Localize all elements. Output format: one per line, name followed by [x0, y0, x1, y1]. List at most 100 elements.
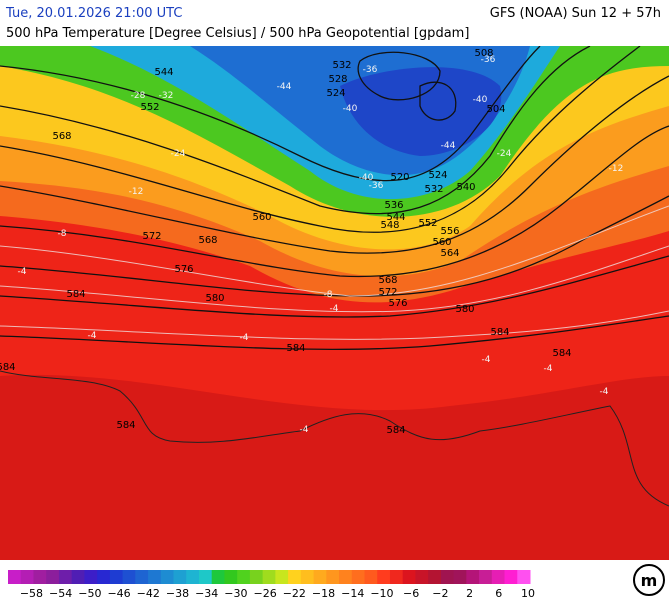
height-label: 576 — [174, 264, 193, 275]
subtitle: 500 hPa Temperature [Degree Celsius] / 5… — [6, 26, 470, 41]
height-label: 544 — [154, 67, 173, 78]
color-swatch — [491, 570, 506, 584]
color-swatch — [351, 570, 365, 584]
temperature-label: -40 — [473, 95, 488, 105]
color-swatch — [326, 570, 340, 584]
colorbar-label: −22 — [283, 587, 306, 600]
temperature-label: -44 — [441, 141, 456, 151]
color-swatch — [71, 570, 85, 584]
model-run: GFS (NOAA) Sun 12 + 57h — [489, 6, 661, 21]
valid-time: Tue, 20.01.2026 21:00 UTC — [6, 6, 183, 21]
height-label: 532 — [424, 184, 443, 195]
temperature-label: -12 — [129, 187, 144, 197]
height-label: 568 — [52, 131, 71, 142]
color-swatch — [389, 570, 404, 584]
height-label: 560 — [432, 237, 451, 248]
color-swatch — [173, 570, 187, 584]
height-contours — [0, 46, 669, 351]
temperature-label: -4 — [330, 304, 339, 314]
height-label: 524 — [326, 88, 345, 99]
color-swatch — [148, 570, 162, 584]
temperature-label: -4 — [300, 425, 309, 435]
color-swatch — [402, 570, 416, 584]
coastline — [0, 370, 669, 507]
colorbar-label: −34 — [195, 587, 218, 600]
band-dark-blue — [340, 67, 502, 156]
temperature-label: -40 — [343, 104, 358, 114]
colorbar-label: −38 — [166, 587, 189, 600]
height-label: 528 — [328, 74, 347, 85]
colorbar-label: −46 — [107, 587, 130, 600]
color-swatch — [46, 570, 60, 584]
color-swatch — [224, 570, 238, 584]
height-label: 556 — [440, 226, 459, 237]
color-swatch — [186, 570, 200, 584]
temperature-label: -4 — [544, 364, 553, 374]
color-swatch — [249, 570, 264, 584]
color-swatch — [466, 570, 480, 584]
temperature-label: -12 — [609, 164, 624, 174]
color-swatch — [237, 570, 251, 584]
colorbar-label: 2 — [466, 587, 473, 600]
color-swatch — [428, 570, 442, 584]
logo-mark: m — [641, 571, 658, 590]
height-label: 568 — [378, 275, 397, 286]
temperature-label: -24 — [171, 149, 186, 159]
color-swatch — [479, 570, 493, 584]
colorbar-label: 6 — [495, 587, 502, 600]
color-swatch — [453, 570, 467, 584]
temperature-contours — [0, 205, 669, 340]
color-swatch — [262, 570, 276, 584]
color-swatch — [377, 570, 391, 584]
temperature-label: -4 — [600, 387, 609, 397]
height-label: 536 — [384, 200, 403, 211]
color-swatch — [313, 570, 327, 584]
color-swatch — [288, 570, 302, 584]
temperature-label: -40 — [359, 173, 374, 183]
height-label: 584 — [386, 425, 405, 436]
temperature-label: -44 — [277, 82, 292, 92]
color-swatch — [300, 570, 315, 584]
height-label: 580 — [205, 293, 224, 304]
height-label: 552 — [140, 102, 159, 113]
color-swatch — [58, 570, 73, 584]
color-swatch — [33, 570, 47, 584]
color-swatch — [198, 570, 213, 584]
color-swatch — [211, 570, 225, 584]
height-label: 532 — [332, 60, 351, 71]
color-swatch — [135, 570, 149, 584]
color-swatch — [160, 570, 175, 584]
temperature-label: -36 — [363, 65, 378, 75]
height-label: 576 — [388, 298, 407, 309]
height-label: 564 — [440, 248, 459, 259]
color-swatch — [109, 570, 124, 584]
temperature-label: -4 — [18, 267, 27, 277]
colorbar-label: −10 — [370, 587, 393, 600]
colorbar-label: −6 — [403, 587, 419, 600]
colorbar-label: −26 — [254, 587, 277, 600]
colorbar-label: −2 — [432, 587, 448, 600]
height-label: 572 — [378, 287, 397, 298]
height-label: 568 — [198, 235, 217, 246]
color-swatch — [8, 570, 22, 584]
logo — [633, 564, 665, 596]
temperature-label: -28 — [131, 91, 146, 101]
temperature-label: -4 — [88, 331, 97, 341]
height-label: 544 — [386, 212, 405, 223]
color-swatch — [504, 570, 518, 584]
color-swatch — [84, 570, 98, 584]
color-swatch — [517, 570, 531, 584]
temperature-label: -4 — [482, 355, 491, 365]
height-label: 520 — [390, 172, 409, 183]
temperature-label: -8 — [324, 290, 333, 300]
height-label: 580 — [455, 304, 474, 315]
warm-core — [0, 374, 669, 560]
color-swatch — [440, 570, 455, 584]
color-swatch — [275, 570, 289, 584]
colorbar: m −58 −54 −50 −46 −42 −38 −34 −30 −26 −22 −18 −14 −1… — [8, 564, 665, 600]
colorbar-label: −54 — [49, 587, 72, 600]
color-swatch — [122, 570, 136, 584]
colorbar-label: −14 — [341, 587, 364, 600]
